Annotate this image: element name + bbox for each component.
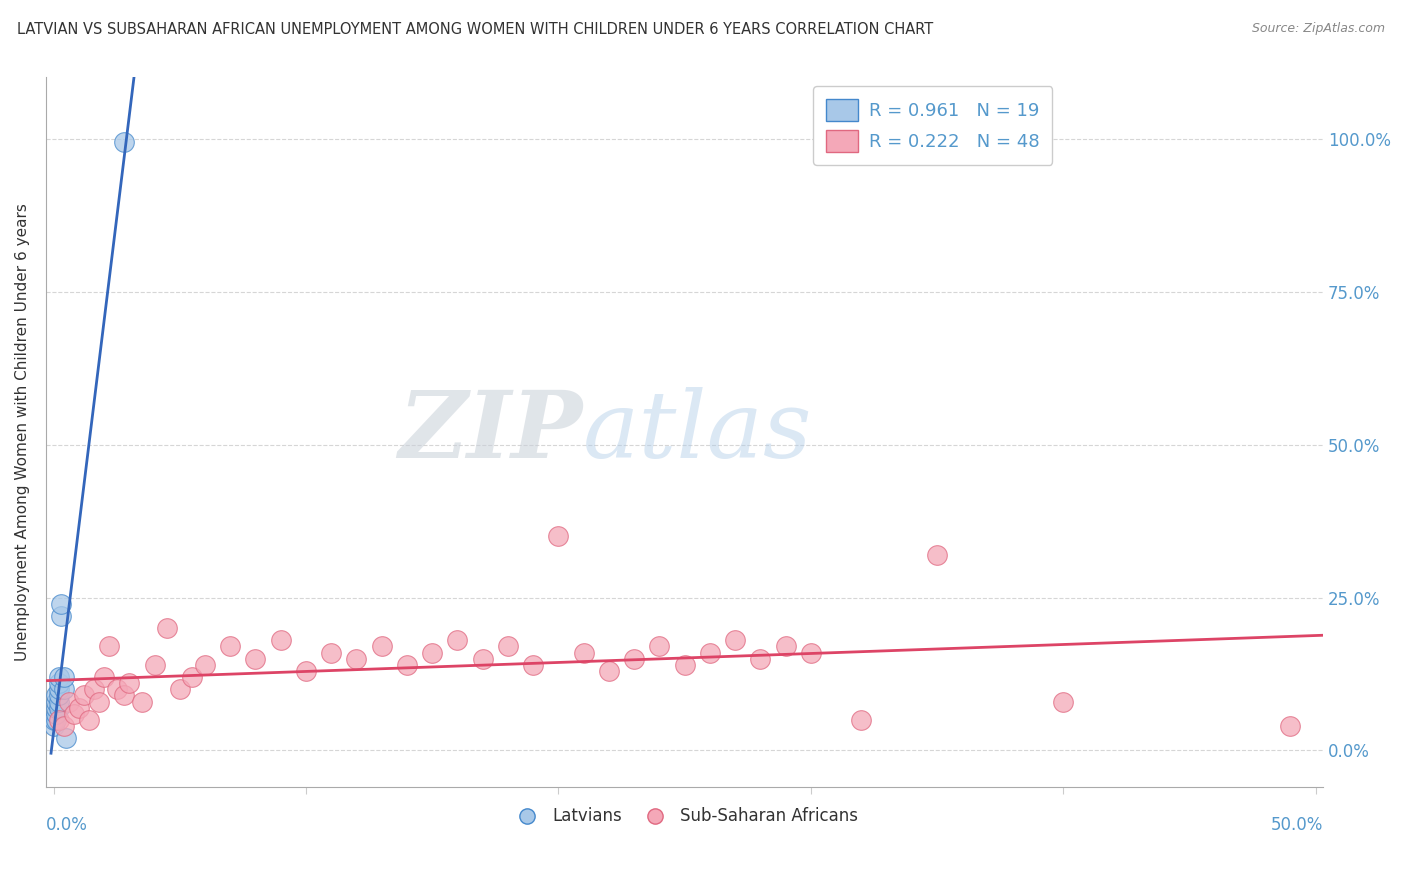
Point — [471, 651, 494, 665]
Point — [598, 664, 620, 678]
Point — [67, 700, 90, 714]
Text: 50.0%: 50.0% — [1271, 816, 1323, 834]
Point — [62, 706, 84, 721]
Point — [49, 597, 72, 611]
Point — [42, 713, 65, 727]
Point — [93, 670, 115, 684]
Point — [58, 694, 80, 708]
Point — [749, 651, 772, 665]
Point — [77, 713, 100, 727]
Text: 0.0%: 0.0% — [46, 816, 87, 834]
Point — [45, 706, 67, 721]
Point — [48, 689, 70, 703]
Point — [48, 700, 70, 714]
Point — [851, 713, 873, 727]
Text: LATVIAN VS SUBSAHARAN AFRICAN UNEMPLOYMENT AMONG WOMEN WITH CHILDREN UNDER 6 YEA: LATVIAN VS SUBSAHARAN AFRICAN UNEMPLOYME… — [17, 22, 934, 37]
Point — [45, 689, 67, 703]
Point — [420, 646, 443, 660]
Text: ZIP: ZIP — [398, 387, 582, 477]
Point — [245, 651, 267, 665]
Point — [496, 640, 519, 654]
Point — [105, 682, 128, 697]
Point — [724, 633, 747, 648]
Point — [48, 670, 70, 684]
Point — [48, 682, 70, 697]
Point — [775, 640, 797, 654]
Point — [98, 640, 121, 654]
Point — [48, 713, 70, 727]
Point — [547, 529, 569, 543]
Point — [48, 694, 70, 708]
Point — [1052, 694, 1074, 708]
Point — [52, 682, 75, 697]
Point — [49, 608, 72, 623]
Point — [45, 713, 67, 727]
Point — [42, 719, 65, 733]
Text: atlas: atlas — [582, 387, 811, 477]
Point — [673, 657, 696, 672]
Point — [45, 700, 67, 714]
Point — [45, 694, 67, 708]
Point — [118, 676, 141, 690]
Y-axis label: Unemployment Among Women with Children Under 6 years: Unemployment Among Women with Children U… — [15, 203, 30, 661]
Point — [321, 646, 343, 660]
Legend: Latvians, Sub-Saharan Africans: Latvians, Sub-Saharan Africans — [503, 801, 865, 832]
Point — [623, 651, 645, 665]
Point — [52, 670, 75, 684]
Point — [1279, 719, 1302, 733]
Point — [83, 682, 105, 697]
Point — [52, 719, 75, 733]
Point — [112, 689, 135, 703]
Point — [181, 670, 204, 684]
Point — [295, 664, 318, 678]
Point — [699, 646, 721, 660]
Point — [143, 657, 166, 672]
Point — [446, 633, 468, 648]
Point — [925, 548, 948, 562]
Point — [169, 682, 191, 697]
Point — [194, 657, 217, 672]
Point — [522, 657, 544, 672]
Point — [55, 731, 77, 746]
Point — [131, 694, 153, 708]
Point — [112, 135, 135, 149]
Point — [48, 676, 70, 690]
Point — [270, 633, 292, 648]
Point — [73, 689, 96, 703]
Point — [395, 657, 418, 672]
Point — [87, 694, 110, 708]
Text: Source: ZipAtlas.com: Source: ZipAtlas.com — [1251, 22, 1385, 36]
Point — [219, 640, 242, 654]
Point — [156, 621, 179, 635]
Point — [346, 651, 368, 665]
Point — [648, 640, 671, 654]
Point — [572, 646, 595, 660]
Point — [370, 640, 392, 654]
Point — [800, 646, 823, 660]
